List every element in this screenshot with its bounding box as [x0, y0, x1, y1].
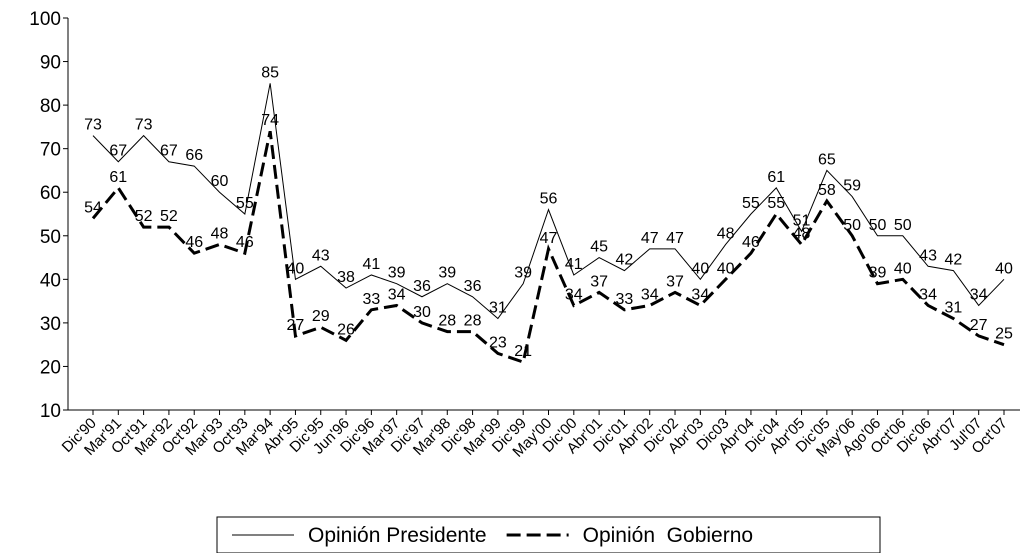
data-label: 38: [337, 269, 355, 286]
y-tick-label: 80: [40, 96, 61, 117]
data-label: 47: [666, 230, 684, 247]
data-label: 28: [464, 313, 482, 330]
data-label: 48: [211, 225, 229, 242]
data-label: 42: [616, 252, 634, 269]
data-label: 47: [641, 230, 659, 247]
data-label: 55: [767, 195, 785, 212]
data-label: 40: [287, 260, 305, 277]
data-label: 61: [767, 169, 785, 186]
data-label: 39: [869, 265, 887, 282]
data-label: 42: [944, 252, 962, 269]
data-label: 54: [84, 199, 102, 216]
data-label: 43: [919, 247, 937, 264]
data-label: 40: [995, 260, 1013, 277]
data-label: 73: [135, 117, 153, 134]
data-label: 46: [742, 234, 760, 251]
data-label: 52: [135, 208, 153, 225]
data-label: 21: [514, 343, 532, 360]
data-label: 29: [312, 308, 330, 325]
data-label: 55: [742, 195, 760, 212]
data-label: 37: [666, 273, 684, 290]
legend-label: Opinión Gobierno: [583, 524, 753, 547]
data-label: 50: [843, 217, 861, 234]
y-tick-label: 10: [40, 401, 61, 422]
data-label: 36: [413, 278, 431, 295]
legend: Opinión Presidente Opinión Gobierno: [216, 516, 881, 553]
data-label: 33: [362, 291, 380, 308]
data-label: 37: [590, 273, 608, 290]
data-label: 46: [185, 234, 203, 251]
data-label: 55: [236, 195, 254, 212]
data-label: 34: [691, 286, 709, 303]
data-label: 51: [793, 212, 811, 229]
data-label: 39: [438, 265, 456, 282]
data-label: 27: [970, 317, 988, 334]
data-label: 33: [616, 291, 634, 308]
data-label: 60: [211, 173, 229, 190]
data-label: 65: [818, 151, 836, 168]
data-label: 43: [312, 247, 330, 264]
data-label: 73: [84, 117, 102, 134]
data-label: 45: [590, 239, 608, 256]
data-label: 41: [362, 256, 380, 273]
y-tick-label: 90: [40, 53, 61, 74]
data-label: 34: [919, 286, 937, 303]
data-label: 36: [464, 278, 482, 295]
data-label: 48: [717, 225, 735, 242]
data-label: 40: [717, 260, 735, 277]
data-label: 34: [641, 286, 659, 303]
data-label: 58: [818, 182, 836, 199]
data-label: 34: [970, 286, 988, 303]
data-label: 39: [388, 265, 406, 282]
data-label: 52: [160, 208, 178, 225]
data-label: 56: [540, 191, 558, 208]
data-label: 85: [261, 64, 279, 81]
data-label: 40: [894, 260, 912, 277]
data-label: 47: [540, 230, 558, 247]
legend-label: Opinión Presidente: [308, 524, 487, 547]
data-label: 48: [793, 225, 811, 242]
data-label: 27: [287, 317, 305, 334]
y-tick-label: 70: [40, 140, 61, 161]
data-label: 59: [843, 178, 861, 195]
data-label: 67: [160, 143, 178, 160]
data-label: 66: [185, 147, 203, 164]
data-label: 26: [337, 321, 355, 338]
data-label: 39: [514, 265, 532, 282]
data-label: 30: [413, 304, 431, 321]
data-label: 34: [565, 286, 583, 303]
data-label: 31: [489, 300, 507, 317]
data-label: 25: [995, 326, 1013, 343]
y-tick-label: 30: [40, 314, 61, 335]
data-label: 74: [261, 112, 279, 129]
series-line: [91, 130, 1005, 365]
data-label: 46: [236, 234, 254, 251]
data-label: 28: [438, 313, 456, 330]
data-label: 23: [489, 334, 507, 351]
data-label: 61: [109, 169, 127, 186]
data-label: 50: [894, 217, 912, 234]
y-tick-label: 60: [40, 183, 61, 204]
data-label: 40: [691, 260, 709, 277]
y-tick-label: 100: [29, 9, 61, 30]
y-tick-label: 20: [40, 357, 61, 378]
data-label: 31: [944, 300, 962, 317]
series-line: [92, 83, 1005, 320]
data-label: 41: [565, 256, 583, 273]
y-tick-label: 40: [40, 270, 61, 291]
data-label: 50: [869, 217, 887, 234]
data-label: 67: [109, 143, 127, 160]
y-tick-label: 50: [40, 227, 61, 248]
data-label: 34: [388, 286, 406, 303]
